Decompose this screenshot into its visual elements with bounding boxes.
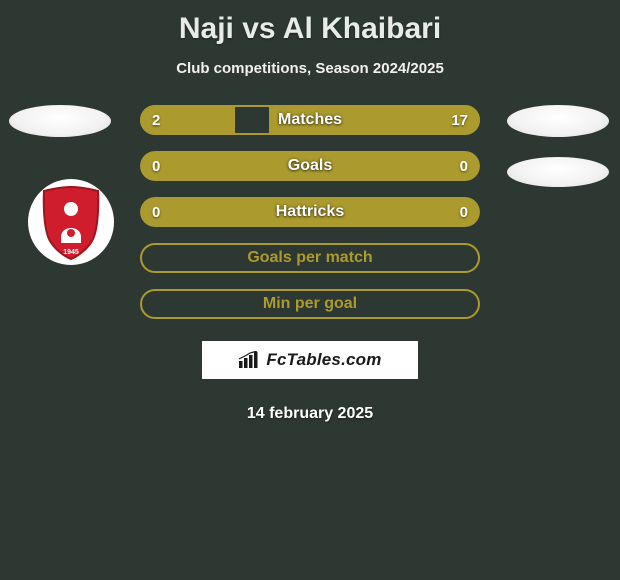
page-subtitle: Club competitions, Season 2024/2025 — [0, 60, 620, 77]
stat-row-hattricks: 0 Hattricks 0 — [140, 197, 480, 227]
player-right-badge-2 — [507, 157, 609, 187]
club-logo: 1945 — [28, 179, 114, 265]
stat-label: Hattricks — [140, 197, 480, 227]
stat-row-min-per-goal: Min per goal — [140, 289, 480, 319]
branding-badge: FcTables.com — [202, 341, 418, 379]
stat-right-value: 17 — [451, 105, 468, 135]
bar-chart-icon — [238, 351, 260, 369]
page-title: Naji vs Al Khaibari — [0, 0, 620, 46]
branding-text: FcTables.com — [266, 350, 381, 370]
stat-label: Matches — [140, 105, 480, 135]
stat-rows: 2 Matches 17 0 Goals 0 0 Hattricks 0 Goa… — [140, 105, 480, 335]
stat-label: Min per goal — [140, 289, 480, 319]
stat-label: Goals per match — [140, 243, 480, 273]
stat-row-matches: 2 Matches 17 — [140, 105, 480, 135]
stat-label: Goals — [140, 151, 480, 181]
player-left-badge — [9, 105, 111, 137]
stat-row-goals: 0 Goals 0 — [140, 151, 480, 181]
svg-text:1945: 1945 — [63, 249, 79, 256]
stat-row-goals-per-match: Goals per match — [140, 243, 480, 273]
player-right-badge — [507, 105, 609, 137]
date-label: 14 february 2025 — [0, 405, 620, 423]
stat-right-value: 0 — [460, 197, 468, 227]
stat-right-value: 0 — [460, 151, 468, 181]
